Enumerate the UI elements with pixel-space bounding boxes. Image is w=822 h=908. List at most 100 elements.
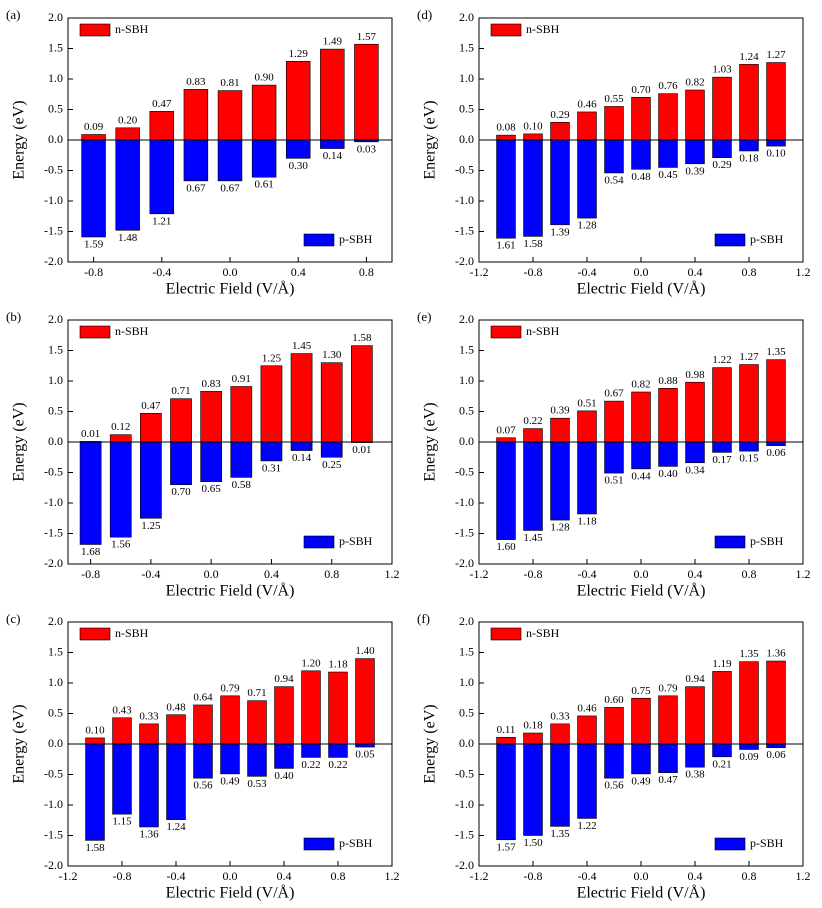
value-label: 1.25 — [262, 352, 282, 364]
value-label: 0.08 — [496, 122, 516, 134]
value-label: 0.09 — [739, 751, 759, 763]
y-tick-label: 0.5 — [459, 705, 474, 719]
y-axis-label: Energy (eV) — [11, 100, 28, 179]
bar — [739, 441, 759, 452]
value-label: 0.54 — [604, 174, 624, 186]
y-tick-label: -0.5 — [44, 464, 63, 478]
y-tick-label: 0.0 — [459, 736, 474, 750]
y-tick-label: 2.0 — [48, 312, 63, 326]
bar — [193, 743, 213, 779]
value-label: 0.10 — [85, 724, 105, 736]
x-tick-label: -0.4 — [578, 567, 597, 581]
legend-swatch — [490, 627, 522, 641]
value-label: 1.35 — [739, 648, 759, 660]
y-tick-label: -2.0 — [44, 858, 63, 872]
bar — [604, 743, 624, 779]
y-tick-label: 1.0 — [459, 373, 474, 387]
bar — [523, 133, 543, 141]
legend-swatch — [303, 233, 335, 247]
value-label: 0.29 — [550, 109, 570, 121]
legend-label: p-SBH — [750, 534, 784, 548]
plot-frame — [67, 319, 393, 565]
bar — [320, 139, 345, 149]
bar — [355, 658, 375, 745]
y-tick-label: -1.0 — [455, 193, 474, 207]
y-axis-label: Energy (eV) — [422, 402, 439, 481]
y-tick-label: 0.0 — [459, 132, 474, 146]
value-label: 0.81 — [220, 77, 239, 89]
value-label: 1.50 — [523, 837, 543, 849]
bar — [112, 717, 132, 745]
bar — [658, 743, 678, 773]
bar — [523, 732, 543, 745]
x-tick-label: 0.8 — [742, 567, 757, 581]
x-axis-label: Electric Field (V/Å) — [166, 582, 295, 600]
bar — [631, 391, 651, 443]
bar — [166, 743, 186, 820]
value-label: 0.22 — [523, 415, 542, 427]
value-label: 0.30 — [289, 160, 309, 172]
plot-frame — [478, 17, 804, 263]
bar — [766, 743, 786, 748]
value-label: 0.53 — [247, 778, 267, 790]
value-label: 1.22 — [712, 354, 731, 366]
bar — [85, 743, 105, 841]
plot-frame — [478, 621, 804, 867]
x-tick-label: 0.0 — [634, 869, 649, 883]
value-label: 1.30 — [322, 349, 342, 361]
panel-label: (e) — [417, 309, 431, 324]
bar — [631, 139, 651, 170]
bar — [766, 441, 786, 446]
panel-label: (f) — [417, 611, 430, 626]
value-label: 0.49 — [631, 775, 651, 787]
x-tick-label: -0.8 — [113, 869, 132, 883]
legend-label: n-SBH — [526, 324, 560, 338]
y-tick-label: 2.0 — [48, 614, 63, 628]
bar — [550, 122, 570, 141]
value-label: 0.40 — [274, 770, 294, 782]
value-label: 0.15 — [739, 453, 759, 465]
value-label: 0.10 — [766, 148, 786, 160]
value-label: 0.76 — [658, 80, 678, 92]
value-label: 0.10 — [523, 120, 543, 132]
panel-label: (b) — [6, 309, 21, 324]
value-label: 0.51 — [604, 475, 623, 487]
value-label: 0.47 — [141, 400, 161, 412]
bar — [577, 715, 597, 745]
value-label: 1.03 — [712, 64, 732, 76]
y-tick-label: 1.5 — [48, 644, 63, 658]
x-tick-label: 0.0 — [634, 265, 649, 279]
y-tick-label: 1.0 — [48, 71, 63, 85]
value-label: 0.46 — [577, 98, 597, 110]
bar — [577, 139, 597, 219]
y-axis-label: Energy (eV) — [422, 704, 439, 783]
bar — [230, 441, 253, 478]
bar — [230, 386, 253, 443]
value-label: 0.01 — [81, 428, 100, 440]
bar — [200, 441, 223, 482]
bar — [577, 441, 597, 515]
panel-label: (a) — [6, 7, 20, 22]
y-tick-label: 0.5 — [459, 101, 474, 115]
x-tick-label: -1.2 — [470, 567, 489, 581]
value-label: 0.06 — [766, 749, 786, 761]
x-tick-label: -0.8 — [524, 869, 543, 883]
bar — [550, 441, 570, 521]
x-tick-label: 1.2 — [796, 869, 811, 883]
value-label: 1.22 — [577, 820, 596, 832]
y-tick-label: 2.0 — [459, 10, 474, 24]
value-label: 0.25 — [322, 459, 342, 471]
value-label: 0.46 — [577, 702, 597, 714]
bar — [631, 743, 651, 775]
value-label: 0.45 — [658, 169, 678, 181]
value-label: 1.27 — [739, 351, 759, 363]
legend-label: n-SBH — [526, 22, 560, 36]
y-tick-label: 2.0 — [48, 10, 63, 24]
x-tick-label: 1.2 — [796, 567, 811, 581]
bar — [112, 743, 132, 815]
bar — [577, 410, 597, 443]
bar — [328, 743, 348, 758]
value-label: 1.58 — [352, 332, 372, 344]
y-tick-label: -1.5 — [455, 223, 474, 237]
y-tick-label: 1.5 — [459, 342, 474, 356]
